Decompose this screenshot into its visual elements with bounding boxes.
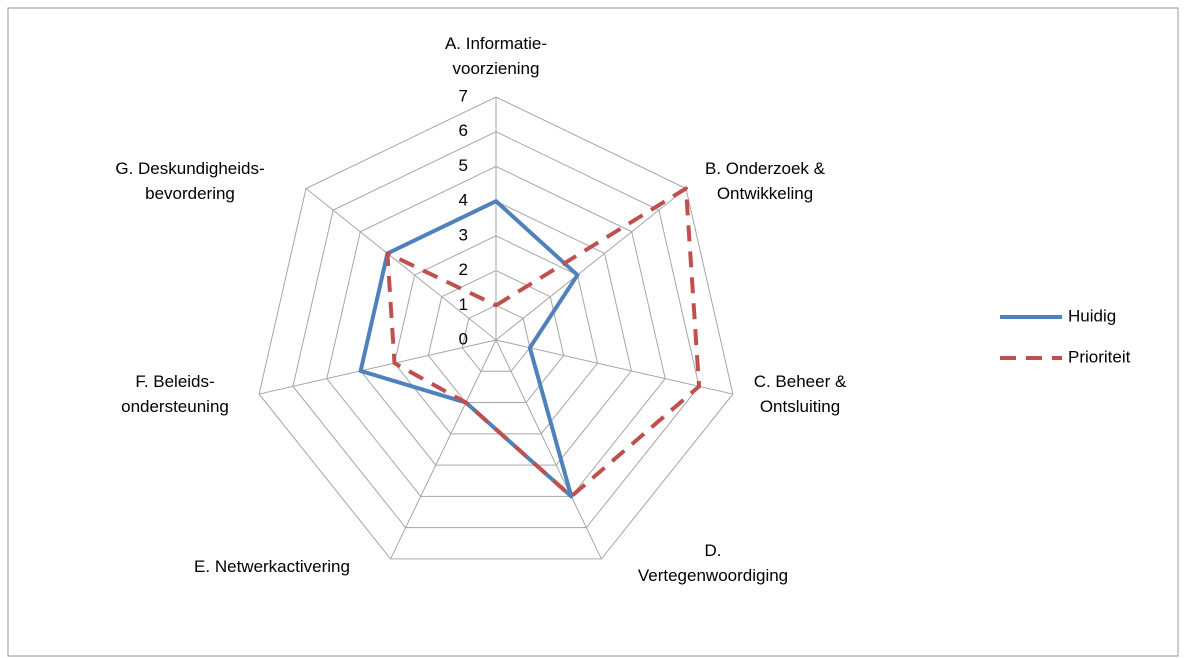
spoke <box>495 339 602 560</box>
grid-ring <box>326 165 666 497</box>
spoke <box>390 339 497 560</box>
r-tick-label: 7 <box>459 86 468 105</box>
r-tick-label: 5 <box>459 156 468 175</box>
legend-label: Prioriteit <box>1068 347 1131 366</box>
grid-ring <box>461 304 531 372</box>
r-tick-label: 6 <box>459 121 468 140</box>
category-label: E. Netwerkactivering <box>194 557 350 576</box>
category-label: C. Beheer & Ontsluiting <box>754 372 847 416</box>
category-label: G. Deskundigheids-bevordering <box>115 159 264 203</box>
grid-ring <box>393 235 599 435</box>
r-tick-label: 2 <box>459 260 468 279</box>
spoke <box>495 339 734 395</box>
r-tick-label: 1 <box>459 295 468 314</box>
spoke <box>305 188 497 341</box>
spoke <box>495 188 687 341</box>
grid-ring <box>427 270 565 404</box>
r-tick-label: 3 <box>459 225 468 244</box>
series-line <box>385 186 702 499</box>
grid-ring <box>292 131 700 529</box>
category-label: D. Vertegenwoordiging <box>638 541 788 585</box>
category-label: F. Beleids-ondersteuning <box>121 372 229 416</box>
legend-label: Huidig <box>1068 306 1116 325</box>
category-label: B. Onderzoek & Ontwikkeling <box>705 159 826 203</box>
r-tick-label: 0 <box>459 329 468 348</box>
chart-frame <box>7 7 1179 657</box>
grid-ring <box>258 96 734 560</box>
category-label: A. Informatie-voorziening <box>445 34 547 78</box>
r-tick-label: 4 <box>459 191 468 210</box>
spoke <box>258 339 497 395</box>
